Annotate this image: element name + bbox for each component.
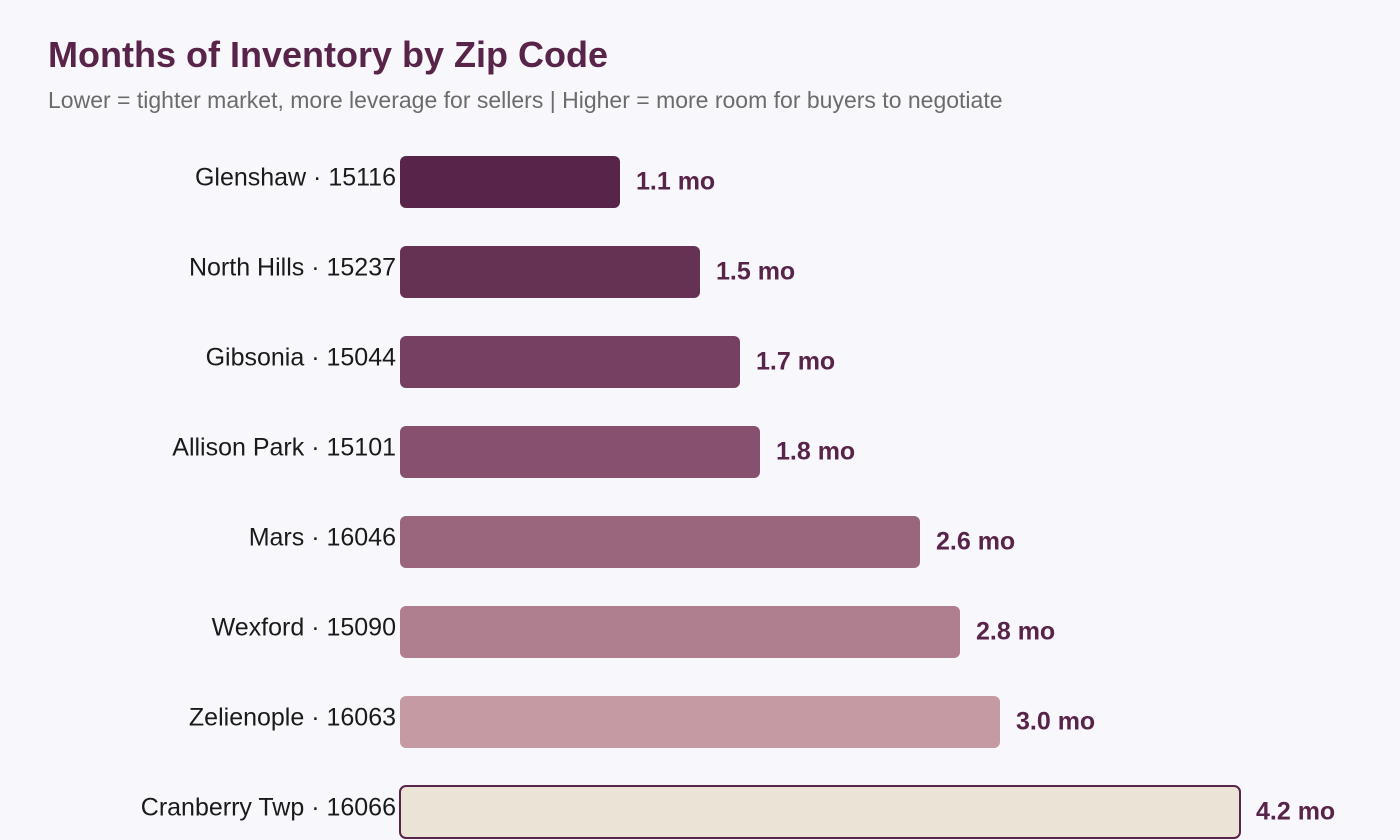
- bar: [400, 336, 740, 388]
- category-label: Gibsonia · 15044: [206, 344, 397, 372]
- category-label: Glenshaw · 15116: [195, 164, 396, 192]
- bar: [400, 156, 620, 208]
- chart-subtitle: Lower = tighter market, more leverage fo…: [48, 87, 1003, 113]
- bar: [400, 606, 960, 658]
- value-label: 4.2 mo: [1256, 798, 1335, 826]
- category-label: Wexford · 15090: [212, 614, 396, 642]
- bar: [399, 785, 1241, 839]
- value-label: 1.7 mo: [756, 348, 835, 376]
- category-label: Cranberry Twp · 16066: [141, 794, 396, 822]
- category-label: Allison Park · 15101: [172, 434, 396, 462]
- category-label: North Hills · 15237: [189, 254, 396, 282]
- bar: [400, 246, 700, 298]
- value-label: 1.5 mo: [716, 258, 795, 286]
- category-label: Zelienople · 16063: [189, 704, 396, 732]
- value-label: 2.6 mo: [936, 528, 1015, 556]
- bar: [400, 426, 760, 478]
- value-label: 1.1 mo: [636, 168, 715, 196]
- bar: [400, 696, 1000, 748]
- category-label: Mars · 16046: [249, 524, 396, 552]
- value-label: 1.8 mo: [776, 438, 855, 466]
- value-label: 3.0 mo: [1016, 708, 1095, 736]
- chart-title: Months of Inventory by Zip Code: [48, 34, 608, 75]
- bar: [400, 516, 920, 568]
- value-label: 2.8 mo: [976, 618, 1055, 646]
